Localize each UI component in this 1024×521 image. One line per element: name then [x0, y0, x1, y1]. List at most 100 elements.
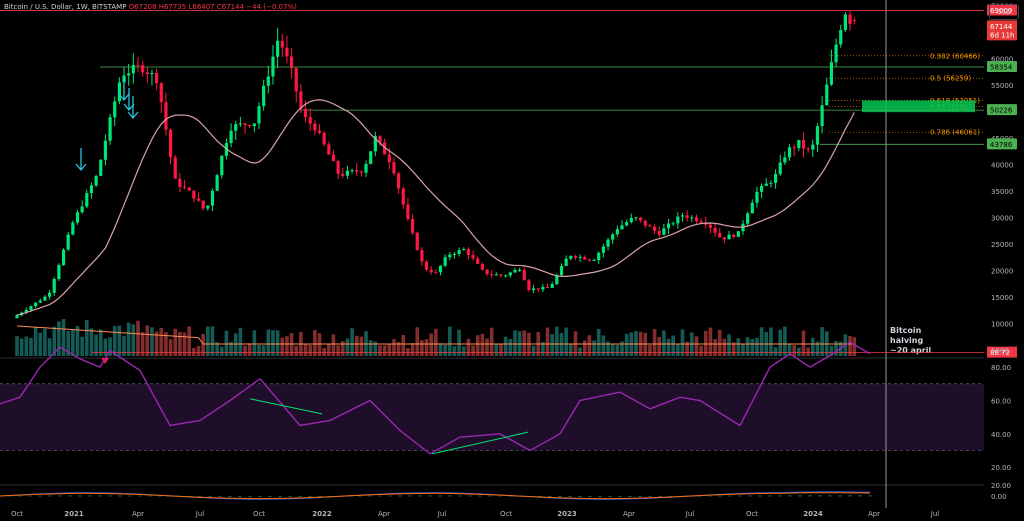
- histogram-bar: [68, 495, 72, 497]
- histogram-bar: [18, 495, 22, 497]
- halving-annotation: ~20 april: [890, 346, 931, 355]
- histogram-bar: [158, 495, 162, 497]
- histogram-bar: [668, 496, 672, 497]
- candle-body: [727, 234, 731, 240]
- histogram-bar: [638, 496, 642, 498]
- candle-body: [364, 163, 368, 173]
- volume-bar: [829, 345, 834, 356]
- currency-button[interactable]: USD: [989, 4, 1019, 20]
- volume-bar: [224, 330, 229, 356]
- macd-panel: 0.00 20.00: [0, 482, 1011, 501]
- volume-bar: [662, 330, 666, 356]
- histogram-bar: [708, 495, 712, 497]
- candle-body: [131, 64, 135, 74]
- candle-body: [839, 29, 843, 45]
- volume-bar: [33, 327, 38, 356]
- time-tick-label: Apr: [132, 510, 144, 518]
- candle-body: [331, 154, 336, 162]
- candle-body: [639, 217, 643, 221]
- volume-bar: [89, 328, 94, 356]
- histogram-bar: [368, 495, 372, 497]
- fib-level-label: 0.786 (46061): [930, 129, 980, 137]
- candle-body: [299, 91, 303, 109]
- candle-body: [806, 148, 810, 150]
- candle-body: [755, 191, 759, 203]
- price-label-text: 50226: [990, 107, 1013, 115]
- candle-body: [75, 212, 80, 223]
- candle-body: [117, 82, 121, 102]
- candle-body: [629, 217, 633, 223]
- candle-body: [634, 217, 638, 219]
- candle-body: [746, 213, 750, 224]
- volume-bar: [741, 344, 745, 356]
- volume-bar: [187, 326, 191, 356]
- volume-bar: [210, 326, 215, 356]
- candle-body: [434, 272, 438, 274]
- close-value: C67144: [216, 3, 245, 11]
- volume-bar: [727, 334, 731, 356]
- histogram-bar: [208, 496, 212, 497]
- histogram-bar: [458, 495, 462, 497]
- volume-bar: [750, 338, 755, 356]
- histogram-bar: [228, 496, 232, 498]
- candle-body: [713, 227, 717, 233]
- volume-bar: [559, 333, 564, 356]
- time-tick-label: Oct: [11, 510, 23, 518]
- volume-bar: [359, 336, 364, 356]
- volume-bar: [271, 330, 275, 356]
- volume-bar: [801, 330, 806, 356]
- volume-bar: [43, 328, 47, 356]
- candle-body: [238, 123, 242, 125]
- candle-body: [769, 182, 773, 184]
- volume-bar: [475, 335, 480, 356]
- price-tick-label: 60000: [991, 55, 1013, 63]
- candle-body: [490, 274, 494, 276]
- countdown-label: 6d 11h: [990, 31, 1014, 39]
- candle-body: [718, 232, 722, 238]
- time-tick-label: 2023: [557, 510, 577, 518]
- histogram-bar: [108, 495, 112, 497]
- candle-body: [499, 274, 503, 276]
- candlestick-series: [15, 10, 856, 319]
- candle-body: [341, 173, 345, 176]
- candle-body: [34, 302, 38, 307]
- rsi-tick-label: 80.00: [991, 364, 1011, 372]
- histogram-bar: [448, 495, 452, 497]
- volume-bar: [703, 330, 708, 356]
- candle-body: [541, 287, 545, 290]
- candle-body: [829, 62, 834, 85]
- histogram-bar: [768, 495, 772, 497]
- candle-body: [257, 106, 261, 124]
- moving-average-line: [16, 99, 855, 316]
- histogram-bar: [378, 495, 382, 497]
- candle-body: [187, 187, 191, 191]
- histogram-bar: [128, 495, 132, 497]
- candle-body: [336, 161, 340, 174]
- candle-body: [234, 124, 238, 131]
- candle-body: [80, 206, 84, 213]
- histogram-bar: [418, 495, 422, 497]
- volume-bar: [57, 321, 61, 356]
- volume-bar: [652, 329, 657, 356]
- down-arrow-icon: [123, 88, 135, 112]
- candle-body: [150, 73, 154, 75]
- volume-bar: [708, 327, 713, 356]
- rsi-tick-label: 20.00: [991, 464, 1011, 472]
- price-tick-label: 20000: [991, 268, 1013, 276]
- histogram-bar: [428, 495, 432, 497]
- volume-bar: [811, 337, 815, 356]
- candle-body: [182, 186, 187, 188]
- golden-pocket-zone: [862, 100, 975, 113]
- candle-body: [355, 170, 359, 172]
- candle-body: [47, 292, 52, 297]
- candle-body: [513, 269, 517, 273]
- histogram-bar: [258, 496, 262, 498]
- candle-body: [294, 68, 298, 92]
- price-label-text: 67144: [990, 23, 1013, 31]
- volume-bar: [545, 327, 550, 356]
- volume-bar: [126, 322, 131, 356]
- candle-body: [722, 237, 726, 240]
- histogram-bar: [508, 495, 512, 497]
- volume-bar: [759, 327, 764, 356]
